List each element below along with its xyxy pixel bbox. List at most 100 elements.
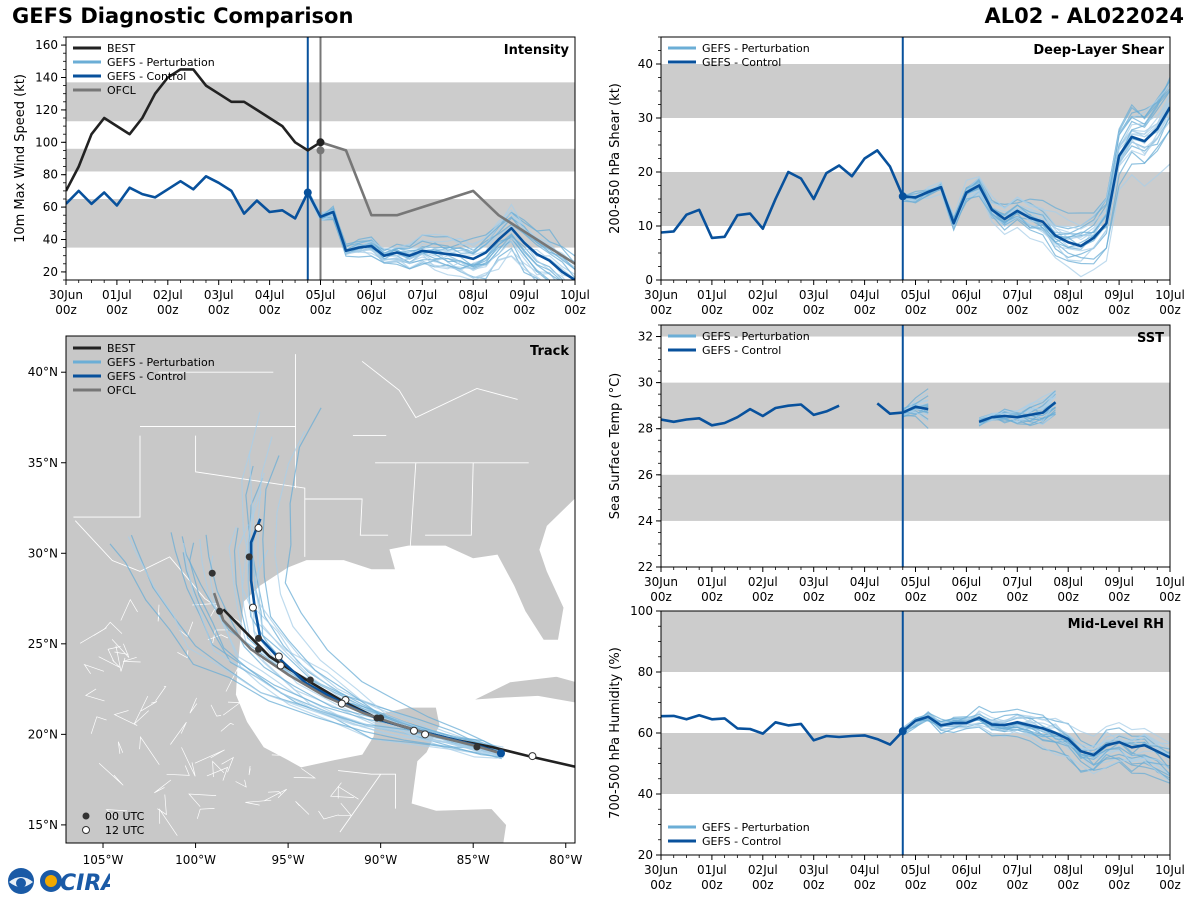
perturbation-track — [241, 412, 504, 748]
x-tick-label: 00z — [1159, 303, 1181, 317]
x-tick-label: 03Jul — [204, 288, 234, 302]
shear-panel: 01020304030Jun00z01Jul00z02Jul00z03Jul00… — [608, 36, 1185, 317]
municipal-border — [212, 760, 225, 778]
municipal-border — [295, 801, 310, 815]
x-tick-label: 00z — [208, 303, 230, 317]
y-tick-label: 60 — [638, 726, 653, 740]
best-init-marker — [316, 138, 325, 147]
municipal-border — [338, 802, 352, 816]
municipal-border — [79, 627, 107, 644]
track-point-00utc — [306, 676, 314, 684]
plot-frame — [660, 36, 1171, 281]
panel-title: Deep-Layer Shear — [1033, 43, 1164, 58]
init-marker — [303, 188, 312, 197]
y-axis-label: 10m Max Wind Speed (kt) — [13, 74, 28, 243]
threshold-band — [661, 474, 1170, 521]
municipal-border — [117, 741, 124, 754]
municipal-border — [98, 656, 121, 668]
y-tick-label: 100 — [35, 135, 58, 149]
y-tick-label: 30 — [638, 376, 653, 390]
municipal-border — [293, 768, 317, 779]
y-tick-label: 100 — [630, 604, 653, 618]
municipal-border — [166, 765, 190, 776]
municipal-border — [221, 756, 234, 773]
municipal-border — [245, 799, 272, 806]
legend-label: 00 UTC — [105, 810, 145, 823]
municipal-border — [90, 716, 107, 734]
sst-panel: 22242628303230Jun00z01Jul00z02Jul00z03Ju… — [608, 324, 1185, 604]
x-tick-label: 00z — [956, 303, 978, 317]
perturbation-track — [274, 430, 505, 756]
x-tick-label: 10Jul — [560, 288, 590, 302]
perturbation-track — [284, 407, 505, 752]
municipal-border — [210, 704, 222, 717]
municipal-border — [194, 749, 225, 764]
municipal-border — [330, 782, 354, 798]
perturbation-track — [182, 542, 498, 755]
track-point-12utc — [248, 603, 257, 612]
ofcl-line — [320, 141, 575, 265]
lon-tick-label: 80°W — [549, 853, 582, 867]
x-tick-label: 08Jul — [1053, 575, 1083, 589]
map-area — [66, 336, 575, 843]
perturbation-track — [241, 449, 498, 759]
perturbation-line — [902, 409, 929, 415]
x-tick-label: 00z — [1007, 303, 1029, 317]
municipal-border — [271, 744, 288, 756]
x-tick-label: 00z — [752, 303, 774, 317]
x-tick-label: 07Jul — [407, 288, 437, 302]
municipal-border — [188, 793, 217, 807]
x-tick-label: 10Jul — [1155, 863, 1185, 877]
municipal-border — [155, 686, 167, 702]
x-tick-label: 05Jul — [901, 575, 931, 589]
x-tick-label: 09Jul — [1104, 288, 1134, 302]
legend-12utc-marker — [82, 826, 90, 834]
panel-title: SST — [1137, 331, 1164, 346]
perturbation-line — [902, 715, 1170, 755]
x-tick-label: 30Jun — [644, 575, 678, 589]
control-line — [661, 106, 1170, 248]
x-tick-label: 00z — [854, 878, 876, 892]
threshold-band — [661, 64, 1170, 118]
x-tick-label: 09Jul — [1104, 863, 1134, 877]
lat-tick-label: 40°N — [28, 365, 58, 379]
municipal-border — [263, 788, 287, 802]
perturbation-line — [978, 391, 1056, 420]
track-point-12utc — [276, 661, 285, 670]
x-tick-label: 00z — [55, 303, 77, 317]
x-tick-label: 00z — [1159, 590, 1181, 604]
control-init-marker — [496, 749, 505, 758]
x-tick-label: 03Jul — [799, 863, 829, 877]
x-tick-label: 06Jul — [952, 575, 982, 589]
perturbation-line — [902, 129, 1170, 265]
x-tick-label: 00z — [956, 590, 978, 604]
perturbation-line — [307, 191, 561, 280]
municipal-border — [318, 810, 339, 820]
legend-label: OFCL — [107, 384, 137, 397]
noaa-cira-logo: CIRA — [8, 868, 110, 896]
lon-tick-label: 90°W — [364, 853, 397, 867]
municipal-border — [179, 621, 194, 637]
x-tick-label: 07Jul — [1002, 288, 1032, 302]
x-tick-label: 08Jul — [1053, 863, 1083, 877]
lon-tick-label: 85°W — [457, 853, 490, 867]
perturbation-line — [307, 189, 575, 264]
y-tick-label: 140 — [35, 71, 58, 85]
x-tick-label: 08Jul — [458, 288, 488, 302]
x-tick-label: 02Jul — [748, 863, 778, 877]
municipal-border — [189, 697, 198, 714]
x-tick-label: 03Jul — [799, 288, 829, 302]
state-border — [304, 498, 389, 536]
municipal-border — [181, 747, 196, 777]
y-tick-label: 40 — [638, 57, 653, 71]
lat-tick-label: 30°N — [28, 546, 58, 560]
x-tick-label: 00z — [412, 303, 434, 317]
x-tick-label: 00z — [905, 878, 927, 892]
state-border — [361, 360, 518, 419]
panel-title: Mid-Level RH — [1068, 617, 1164, 632]
track-point-12utc — [337, 699, 346, 708]
perturbation-track — [109, 543, 499, 753]
perturbation-line — [979, 401, 1057, 424]
x-tick-label: 30Jun — [49, 288, 83, 302]
